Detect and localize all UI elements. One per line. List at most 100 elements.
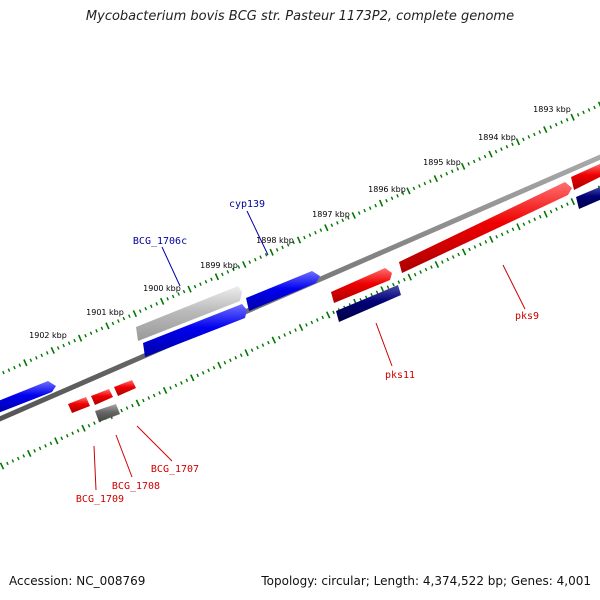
outer-scale-tick [100, 326, 104, 331]
callout-pks9 [502, 264, 526, 310]
inner-scale-tick [147, 396, 151, 400]
inner-scale-tick [271, 336, 277, 344]
inner-scale-ticks [0, 185, 600, 470]
outer-scale-tick [221, 272, 224, 277]
outer-scale-tick [67, 341, 71, 345]
outer-scale-tick [111, 321, 115, 326]
inner-scale-tick [489, 235, 494, 243]
inner-scale-tick [239, 353, 243, 357]
outer-scale-tick [248, 260, 252, 264]
inner-scale-tick [152, 393, 156, 398]
outer-scale-tick [582, 110, 585, 115]
outer-scale-tick [95, 329, 98, 333]
scale-label: 1895 kbp [423, 158, 461, 167]
label-callouts [93, 210, 526, 491]
outer-scale-tick [275, 248, 279, 252]
outer-scale-tick [314, 230, 317, 235]
inner-scale-tick [201, 371, 205, 375]
outer-scale-tick [128, 314, 131, 318]
outer-scale-tick [390, 196, 394, 200]
outer-scale-tick [374, 203, 377, 208]
inner-scale-tick [267, 340, 270, 345]
outer-scale-tick [378, 199, 384, 207]
gene-right-edge-red [571, 163, 600, 190]
outer-scale-tick [62, 343, 65, 348]
outer-scale-tick [171, 294, 175, 299]
outer-scale-tick [429, 179, 432, 183]
label-cyp139: cyp139 [229, 199, 265, 210]
inner-scale-tick [516, 223, 521, 231]
inner-scale-tick [180, 381, 183, 385]
inner-scale-tick [223, 360, 227, 365]
outer-scale-tick [505, 145, 509, 149]
inner-scale-tick [190, 374, 195, 382]
inner-scale-tick [597, 185, 600, 191]
outer-scale-tick [303, 235, 306, 240]
outer-scale-tick [286, 243, 290, 247]
inner-scale-tick [370, 293, 373, 297]
scale-label: 1900 kbp [143, 284, 181, 293]
callout-cyp139 [246, 210, 269, 256]
outer-scale-tick [292, 240, 295, 245]
inner-scale-tick [484, 240, 488, 244]
outer-scale-tick [478, 157, 481, 161]
outer-scale-tick [351, 211, 356, 219]
outer-scale-tick [35, 356, 38, 360]
outer-scale-tick [84, 334, 87, 338]
outer-scale-tick [412, 186, 416, 191]
inner-scale-tick [207, 368, 210, 373]
outer-scale-tick [346, 216, 350, 220]
inner-scale-tick [49, 441, 53, 446]
inner-scale-tick [120, 408, 123, 413]
inner-scale-tick [457, 252, 460, 257]
outer-scale-tick [587, 108, 591, 112]
outer-scale-tick [576, 113, 580, 117]
inner-scale-tick [570, 198, 576, 206]
outer-scale-tick [385, 199, 388, 203]
inner-scale-tick [325, 311, 331, 319]
outer-scale-tick [193, 284, 197, 289]
inner-scale-tick [419, 270, 422, 274]
outer-scale-tick [308, 233, 312, 237]
outer-scale-tick [543, 126, 548, 134]
outer-scale-tick [515, 138, 521, 146]
scale-label: 1897 kbp [312, 210, 350, 219]
callout-BCG_1706c [161, 246, 181, 287]
inner-scale-tick [434, 261, 440, 269]
inner-scale-tick [93, 421, 96, 425]
scale-label: 1894 kbp [478, 133, 516, 142]
inner-scale-tick [234, 356, 238, 360]
inner-scale-tick [424, 267, 428, 272]
outer-scale-tick [483, 154, 487, 159]
outer-scale-tick [396, 194, 399, 198]
topology-summary: Topology: circular; Length: 4,374,522 bp… [261, 574, 591, 588]
inner-scale-tick [244, 349, 249, 357]
outer-scale-tick [138, 309, 142, 313]
gene-pks11 [331, 268, 392, 303]
inner-scale-tick [430, 265, 433, 269]
outer-scale-tick [319, 228, 323, 232]
inner-scale-tick [402, 277, 406, 282]
gene-BCG_1708 [91, 389, 113, 405]
label-BCG_1707: BCG_1707 [151, 464, 199, 475]
outer-scale-tick [89, 331, 93, 335]
outer-scale-tick [324, 224, 329, 232]
outer-scale-tick [2, 370, 5, 375]
outer-scale-tick [237, 265, 241, 269]
scale-label: 1899 kbp [200, 261, 238, 270]
inner-scale-tick [511, 227, 515, 232]
outer-scale-tick [13, 365, 16, 370]
inner-scale-tick [185, 378, 189, 383]
outer-scale-tick [242, 261, 247, 269]
outer-scale-tick [210, 277, 213, 281]
inner-scale-tick [60, 436, 64, 441]
inner-scale-tick [87, 423, 91, 428]
outer-scale-tick [533, 132, 536, 137]
inner-scale-tick [162, 386, 168, 394]
inner-scale-tick [54, 437, 59, 445]
inner-scale-tick [305, 323, 308, 327]
inner-scale-tick [288, 330, 292, 335]
outer-scale-tick [460, 162, 466, 170]
outer-scale-tick [73, 338, 76, 343]
outer-scale-tick [132, 310, 138, 318]
